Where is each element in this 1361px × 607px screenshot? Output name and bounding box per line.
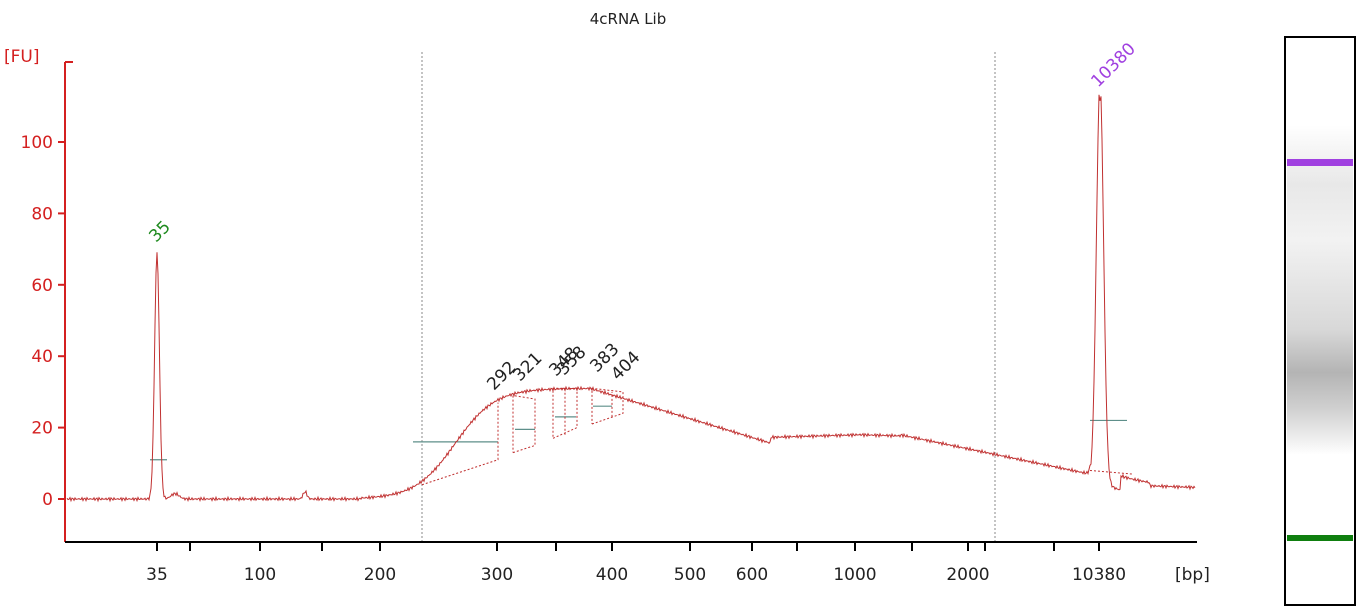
x-tick-label: 200 xyxy=(364,565,396,585)
sample-peak-label: 321 xyxy=(509,348,546,385)
y-tick-label: 20 xyxy=(31,419,53,439)
x-tick-label: 500 xyxy=(674,565,706,585)
x-tick-label: 2000 xyxy=(946,565,989,585)
x-tick-label: 100 xyxy=(244,565,276,585)
x-tick-label: 10380 xyxy=(1072,565,1126,585)
gel-band-lower-marker xyxy=(1287,535,1353,541)
peak-baseline xyxy=(512,394,536,454)
marker-peak-label-lower: 35 xyxy=(145,217,174,246)
y-tick-label: 80 xyxy=(31,204,53,224)
y-axis: 0 20 40 60 80 100 xyxy=(21,61,73,542)
electropherogram-trace xyxy=(66,94,1196,503)
peak-baseline xyxy=(421,402,499,486)
x-axis: 35 100 200 300 400 500 600 1000 2000 10380 xyxy=(65,541,1197,585)
gel-band-upper-marker xyxy=(1287,159,1353,166)
y-tick-label: 100 xyxy=(21,133,53,153)
x-tick-label: 600 xyxy=(736,565,768,585)
x-tick-label: 400 xyxy=(596,565,628,585)
y-tick-label: 60 xyxy=(31,276,53,296)
y-tick-label: 40 xyxy=(31,347,53,367)
marker-peak-label-upper: 10380 xyxy=(1087,39,1139,91)
y-tick-label: 0 xyxy=(42,490,53,510)
gel-lane-smear xyxy=(1287,125,1353,455)
chart-title: 4cRNA Lib xyxy=(590,10,667,28)
peak-baseline xyxy=(552,387,578,439)
x-axis-unit-label: [bp] xyxy=(1175,565,1210,585)
peak-baseline xyxy=(591,387,624,425)
x-tick-label: 35 xyxy=(146,565,168,585)
peak-baseline xyxy=(1089,469,1133,475)
x-tick-label: 300 xyxy=(481,565,513,585)
y-axis-unit-label: [FU] xyxy=(4,47,40,67)
x-tick-label: 1000 xyxy=(833,565,876,585)
